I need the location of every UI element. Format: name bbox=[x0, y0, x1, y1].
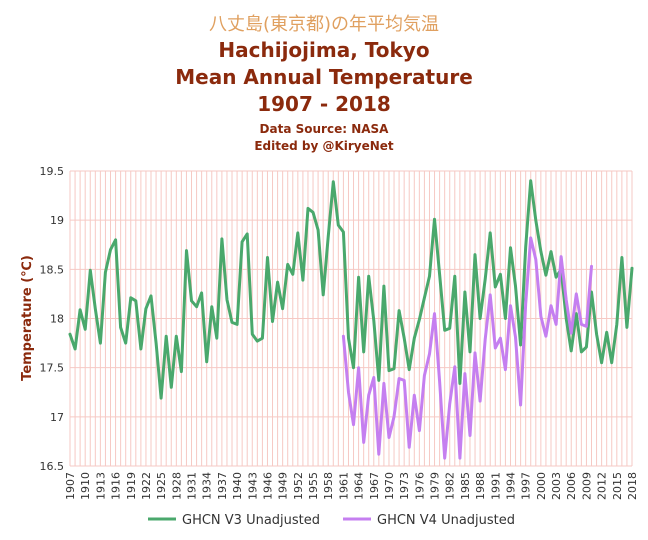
y-tick-label: 17 bbox=[50, 411, 64, 424]
x-tick-label: 1991 bbox=[489, 472, 502, 500]
chart-title-line-1: Hachijojima, Tokyo bbox=[218, 38, 429, 62]
x-tick-label: 1958 bbox=[322, 472, 335, 500]
series-line-v4 bbox=[341, 236, 593, 460]
x-tick-label: 1964 bbox=[353, 472, 366, 500]
x-tick-label: 1940 bbox=[231, 472, 244, 500]
x-tick-label: 1982 bbox=[444, 472, 457, 500]
x-tick-label: 1997 bbox=[520, 472, 533, 500]
x-tick-label: 1913 bbox=[94, 472, 107, 500]
x-tick-label: 1961 bbox=[337, 472, 350, 500]
chart-subtitle-editor: Edited by @KiryeNet bbox=[254, 139, 394, 153]
x-tick-label: 2015 bbox=[611, 472, 624, 500]
x-tick-label: 1988 bbox=[474, 472, 487, 500]
x-tick-label: 1949 bbox=[277, 472, 290, 500]
x-tick-label: 1907 bbox=[64, 472, 77, 500]
x-tick-label: 1979 bbox=[429, 472, 442, 500]
x-tick-label: 2018 bbox=[626, 472, 639, 500]
y-tick-label: 19 bbox=[50, 214, 64, 227]
legend-label-v3: GHCN V3 Unadjusted bbox=[182, 513, 320, 528]
x-tick-label: 2012 bbox=[596, 472, 609, 500]
y-tick-label: 18.5 bbox=[40, 263, 65, 276]
x-tick-label: 1928 bbox=[170, 472, 183, 500]
x-tick-label: 1994 bbox=[504, 472, 517, 500]
y-tick-labels: 16.5 17 17.5 18 18.5 19 19.5 bbox=[40, 165, 65, 473]
series-lines bbox=[68, 179, 634, 460]
x-tick-label: 1934 bbox=[201, 472, 214, 500]
legend-label-v4: GHCN V4 Unadjusted bbox=[377, 513, 515, 528]
x-tick-label: 1937 bbox=[216, 472, 229, 500]
chart-title-japanese: 八丈島(東京都)の年平均気温 bbox=[209, 14, 439, 35]
x-tick-label: 1919 bbox=[125, 472, 138, 500]
series-line-v3 bbox=[68, 179, 634, 400]
y-tick-label: 17.5 bbox=[40, 362, 65, 375]
x-tick-labels: 1907 1910 1913 1916 1919 1922 1925 1928 1931 1934… bbox=[64, 472, 639, 500]
x-tick-label: 1952 bbox=[292, 472, 305, 500]
x-tick-label: 1946 bbox=[261, 472, 274, 500]
chart-subtitle-source: Data Source: NASA bbox=[260, 122, 390, 136]
x-tick-label: 2009 bbox=[580, 472, 593, 500]
y-tick-label: 16.5 bbox=[40, 460, 65, 473]
x-tick-label: 2006 bbox=[565, 472, 578, 500]
x-tick-label: 2000 bbox=[535, 472, 548, 500]
x-tick-label: 1970 bbox=[383, 472, 396, 500]
x-tick-label: 1973 bbox=[398, 472, 411, 500]
x-tick-label: 1955 bbox=[307, 472, 320, 500]
x-tick-label: 1925 bbox=[155, 472, 168, 500]
chart-title-line-3: 1907 - 2018 bbox=[257, 92, 391, 116]
y-axis-label: Temperature (℃) bbox=[20, 255, 35, 381]
x-tick-label: 1943 bbox=[246, 472, 259, 500]
x-tick-label: 1910 bbox=[79, 472, 92, 500]
legend: GHCN V3 Unadjusted GHCN V4 Unadjusted bbox=[148, 513, 515, 528]
x-tick-label: 1976 bbox=[413, 472, 426, 500]
x-tick-label: 1985 bbox=[459, 472, 472, 500]
x-tick-label: 2003 bbox=[550, 472, 563, 500]
x-tick-label: 1967 bbox=[368, 472, 381, 500]
x-tick-label: 1922 bbox=[140, 472, 153, 500]
x-tick-label: 1931 bbox=[186, 472, 199, 500]
chart-title-line-2: Mean Annual Temperature bbox=[175, 65, 473, 89]
x-tick-label: 1916 bbox=[110, 472, 123, 500]
y-tick-label: 18 bbox=[50, 313, 64, 326]
y-tick-label: 19.5 bbox=[40, 165, 65, 178]
